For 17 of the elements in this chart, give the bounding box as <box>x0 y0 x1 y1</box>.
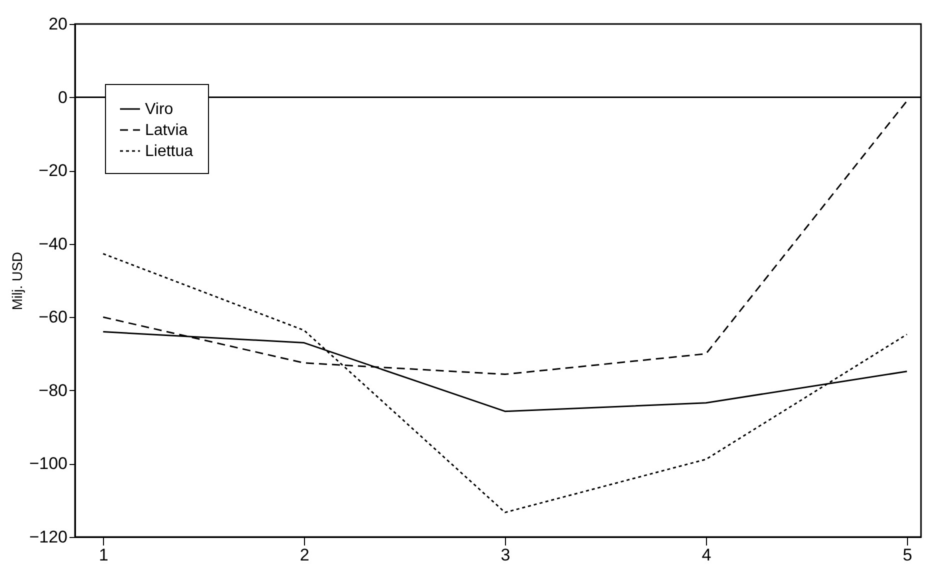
x-tick-label: 2 <box>300 546 310 564</box>
y-tick-label: −80 <box>38 380 68 400</box>
x-tick-label: 1 <box>98 546 108 564</box>
x-tick-label: 5 <box>902 546 912 564</box>
legend-label: Latvia <box>145 122 188 139</box>
y-tick-label: 20 <box>48 14 68 34</box>
y-tick-label: −120 <box>29 528 68 546</box>
y-tick-label: −20 <box>38 161 68 180</box>
legend-label: Liettua <box>145 143 194 160</box>
x-tick-label: 3 <box>500 546 510 564</box>
legend-label: Viro <box>145 101 174 118</box>
y-axis-title: Milj. USD <box>9 252 26 310</box>
y-tick-label: −100 <box>29 454 68 474</box>
y-tick-label: −40 <box>38 234 68 254</box>
x-tick-label: 4 <box>702 546 712 564</box>
y-tick-label: 0 <box>58 88 68 107</box>
y-tick-label: −60 <box>38 308 68 327</box>
